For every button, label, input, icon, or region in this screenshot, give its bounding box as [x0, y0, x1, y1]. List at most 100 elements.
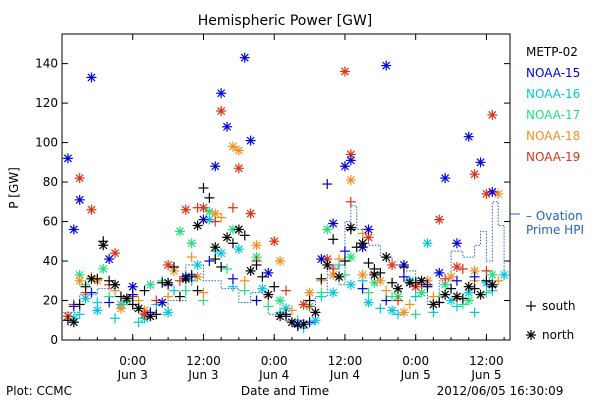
noaa-19-north-point	[487, 109, 498, 120]
noaa-16-north-point	[328, 287, 339, 298]
metp-02-north-point	[180, 273, 191, 284]
noaa-19-north-point	[216, 105, 227, 116]
metp-02-north-point	[369, 269, 380, 280]
noaa-15-south-point	[86, 287, 97, 298]
noaa-19-north-point	[339, 66, 350, 77]
noaa-19-north-point	[180, 204, 191, 215]
metp-02-south-point	[239, 230, 250, 241]
metp-02-south-point	[316, 273, 327, 284]
noaa-18-south-point	[286, 305, 297, 316]
noaa-15-south-point	[322, 179, 333, 190]
noaa-19-north-point	[245, 208, 256, 219]
noaa-15-north-point	[381, 60, 392, 71]
noaa-19-north-point	[269, 236, 280, 247]
noaa-19-north-point	[86, 204, 97, 215]
noaa-17-south-point	[239, 285, 250, 296]
noaa-19-south-point	[210, 216, 221, 227]
noaa-15-north-point	[104, 254, 115, 265]
noaa-18-north-point	[345, 175, 356, 186]
noaa-18-north-point	[275, 256, 286, 267]
metp-02-south-point	[251, 259, 262, 270]
metp-02-north-point	[275, 311, 286, 322]
noaa-15-north-point	[239, 52, 250, 63]
metp-02-south-point	[398, 261, 409, 272]
metp-02-north-point	[263, 289, 274, 300]
metp-02-north-point	[98, 240, 109, 251]
noaa-19-south-point	[345, 196, 356, 207]
y-tick-label: 100	[35, 136, 58, 150]
metp-02-south-point	[174, 291, 185, 302]
metp-02-south-point	[104, 275, 115, 286]
x-tick-label: 0:00	[402, 354, 429, 368]
metp-02-north-point	[451, 291, 462, 302]
noaa-19-south-point	[227, 202, 238, 213]
noaa-18-north-point	[233, 145, 244, 156]
legend-entry-metp-02: METP-02	[526, 45, 578, 59]
noaa-17-north-point	[186, 238, 197, 249]
metp-02-north-point	[68, 317, 79, 328]
metp-02-north-point	[416, 275, 427, 286]
metp-02-north-point	[475, 289, 486, 300]
noaa-15-north-point	[74, 194, 85, 205]
noaa-16-south-point	[169, 285, 179, 296]
metp-02-south-point	[269, 281, 280, 292]
marker-key-north: north	[542, 328, 574, 342]
legend-entry-noaa-18: NOAA-18	[526, 129, 580, 143]
noaa-19-north-point	[74, 173, 85, 184]
noaa-17-south-point	[410, 309, 421, 320]
noaa-15-north-point	[345, 155, 356, 166]
noaa-15-north-point	[216, 88, 227, 99]
noaa-19-south-point	[393, 295, 403, 306]
metp-02-north-point	[133, 303, 144, 314]
noaa-17-south-point	[263, 301, 274, 312]
noaa-15-north-point	[451, 238, 462, 249]
metp-02-north-point	[86, 273, 97, 284]
noaa-19-north-point	[451, 261, 462, 272]
noaa-18-south-point	[163, 291, 174, 302]
noaa-17-north-point	[275, 295, 286, 306]
noaa-15-south-point	[398, 271, 409, 282]
noaa-18-north-point	[357, 269, 368, 280]
y-tick-label: 60	[43, 215, 58, 229]
noaa-15-north-point	[487, 186, 498, 197]
metp-02-south-point	[139, 285, 150, 296]
x-tick-label: 12:00	[328, 354, 363, 368]
noaa-18-south-point	[381, 285, 392, 296]
marker-key-south-symbol	[526, 301, 536, 311]
noaa-15-south-point	[469, 271, 480, 282]
metp-02-south-point	[257, 271, 268, 282]
noaa-16-south-point	[74, 309, 85, 320]
y-tick-label: 140	[35, 57, 58, 71]
ovation-prime-hpi-line	[62, 201, 505, 325]
x-tick-date-label: Jun 4	[329, 368, 360, 382]
metp-02-north-point	[233, 224, 244, 235]
noaa-19-north-point	[434, 214, 445, 225]
metp-02-north-point	[357, 238, 368, 249]
noaa-15-south-point	[339, 246, 350, 257]
metp-02-south-point	[328, 234, 339, 245]
noaa-18-north-point	[398, 307, 409, 318]
x-tick-label: 0:00	[261, 354, 288, 368]
noaa-15-south-point	[104, 297, 115, 308]
noaa-16-south-point	[133, 317, 144, 328]
plot-frame	[61, 33, 511, 341]
noaa-16-north-point	[163, 307, 174, 318]
noaa-18-north-point	[74, 275, 85, 286]
legend-entry-noaa-17: NOAA-17	[526, 108, 580, 122]
noaa-16-north-point	[192, 259, 203, 270]
noaa-15-north-point	[463, 131, 474, 142]
metp-02-south-point	[127, 299, 138, 310]
metp-02-north-point	[487, 279, 498, 290]
metp-02-south-point	[363, 258, 374, 269]
metp-02-north-point	[286, 317, 297, 328]
noaa-15-north-point	[475, 157, 486, 168]
noaa-18-south-point	[216, 212, 227, 223]
metp-02-south-point	[216, 261, 227, 272]
y-tick-label: 40	[43, 254, 58, 268]
marker-key-south: south	[542, 299, 576, 313]
noaa-19-north-point	[469, 169, 480, 180]
noaa-15-north-point	[86, 72, 97, 83]
noaa-15-south-point	[204, 256, 215, 267]
metp-02-north-point	[210, 242, 221, 253]
